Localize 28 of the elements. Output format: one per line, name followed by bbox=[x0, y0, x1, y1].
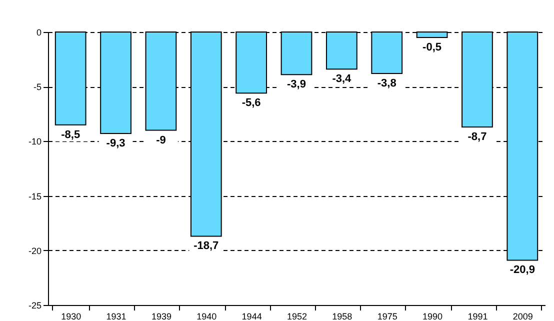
data-label: -3,9 bbox=[287, 78, 306, 91]
x-tick-label: 1944 bbox=[242, 312, 262, 321]
x-tick-label: 1952 bbox=[286, 312, 308, 321]
x-tick-label: 1930 bbox=[61, 312, 82, 321]
x-tick-label: 1940 bbox=[196, 312, 217, 321]
data-label: -0,5 bbox=[422, 41, 442, 54]
data-label: -9 bbox=[156, 134, 166, 146]
data-label: -3,8 bbox=[377, 77, 396, 90]
data-label: -8,5 bbox=[61, 128, 80, 141]
x-tick-label: 1990 bbox=[422, 312, 443, 321]
y-tick-label: -5 bbox=[33, 82, 42, 92]
x-tick-label: 1958 bbox=[332, 312, 352, 321]
x-tick-label: 1931 bbox=[106, 312, 126, 321]
y-tick-label: -20 bbox=[28, 246, 42, 256]
data-label: -8,7 bbox=[468, 131, 487, 144]
y-tick-label: -25 bbox=[28, 300, 42, 310]
y-tick-label: 0 bbox=[36, 28, 42, 38]
y-tick-label: -10 bbox=[28, 136, 42, 147]
x-tick-label: 1939 bbox=[151, 312, 172, 321]
data-label: -18,7 bbox=[194, 240, 219, 252]
x-tick-label: 1975 bbox=[377, 312, 398, 321]
data-label: -3,4 bbox=[332, 73, 352, 86]
x-tick-label: 1991 bbox=[468, 312, 488, 321]
data-label: -5,6 bbox=[242, 97, 261, 110]
y-tick-label: -15 bbox=[28, 191, 42, 202]
data-label: -20,9 bbox=[510, 264, 535, 276]
x-tick-label: 2009 bbox=[512, 312, 533, 321]
data-label: -9,3 bbox=[106, 138, 126, 150]
